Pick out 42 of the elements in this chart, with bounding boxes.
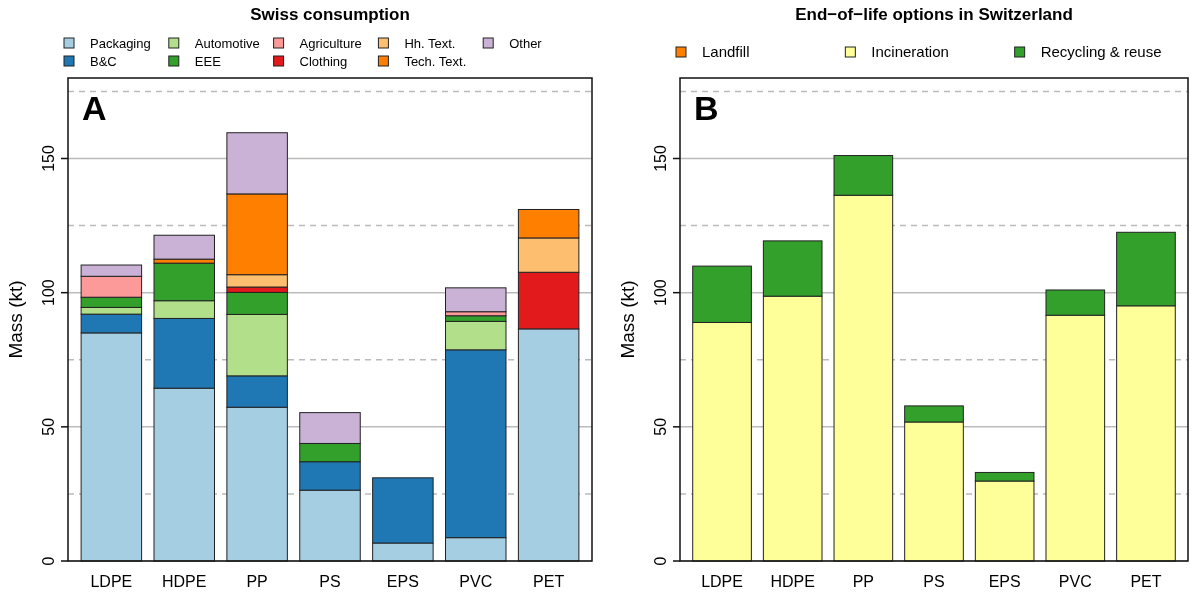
- x-tick-label: PVC: [1058, 573, 1092, 590]
- y-tick-label: 100: [40, 279, 57, 307]
- x-tick-label: LDPE: [701, 573, 743, 590]
- x-tick-label: EPS: [988, 573, 1021, 590]
- x-tick-label: PP: [246, 573, 268, 590]
- x-tick-label: PET: [1130, 573, 1162, 590]
- x-tick-label: PVC: [459, 573, 493, 590]
- legend-label: Packaging: [90, 35, 151, 51]
- legend-label: Incineration: [871, 43, 949, 61]
- x-tick-label: LDPE: [90, 573, 133, 590]
- chart-title: End−of−life options in Switzerland: [795, 5, 1073, 24]
- bar: [153, 234, 215, 260]
- y-axis-title: Mass (kt): [5, 280, 26, 359]
- x-tick-label: HDPE: [162, 573, 207, 590]
- x-tick-label: PET: [533, 573, 565, 590]
- x-tick-label: PP: [852, 573, 875, 590]
- y-tick-label: 50: [652, 417, 669, 436]
- legend-label: B&C: [90, 53, 117, 69]
- bar: [445, 287, 507, 313]
- x-tick-label: EPS: [386, 573, 419, 590]
- legend-label: Clothing: [299, 53, 348, 69]
- chart-title: Swiss consumption: [250, 5, 410, 24]
- x-tick-label: PS: [923, 573, 945, 590]
- x-tick-label: PS: [319, 573, 341, 590]
- y-tick-label: 50: [40, 417, 57, 436]
- y-tick-label: 150: [40, 145, 57, 172]
- y-tick-label: 0: [40, 556, 57, 566]
- legend-label: Agriculture: [299, 35, 362, 51]
- y-tick-label: 150: [652, 145, 669, 172]
- legend-label: Other: [509, 35, 543, 51]
- legend-label: Landfill: [702, 43, 750, 61]
- y-tick-label: 100: [652, 279, 669, 307]
- legend-label: Tech. Text.: [404, 53, 467, 69]
- y-tick-label: 0: [652, 556, 669, 566]
- legend-label: Hh. Text.: [404, 35, 456, 51]
- x-tick-label: HDPE: [770, 573, 815, 590]
- annotation: A: [82, 89, 107, 127]
- legend-label: Recycling & reuse: [1040, 43, 1162, 61]
- legend-label: Automotive: [194, 35, 260, 51]
- legend-label: EEE: [194, 53, 222, 69]
- annotation: B: [694, 89, 719, 127]
- y-axis-title: Mass (kt): [617, 280, 638, 359]
